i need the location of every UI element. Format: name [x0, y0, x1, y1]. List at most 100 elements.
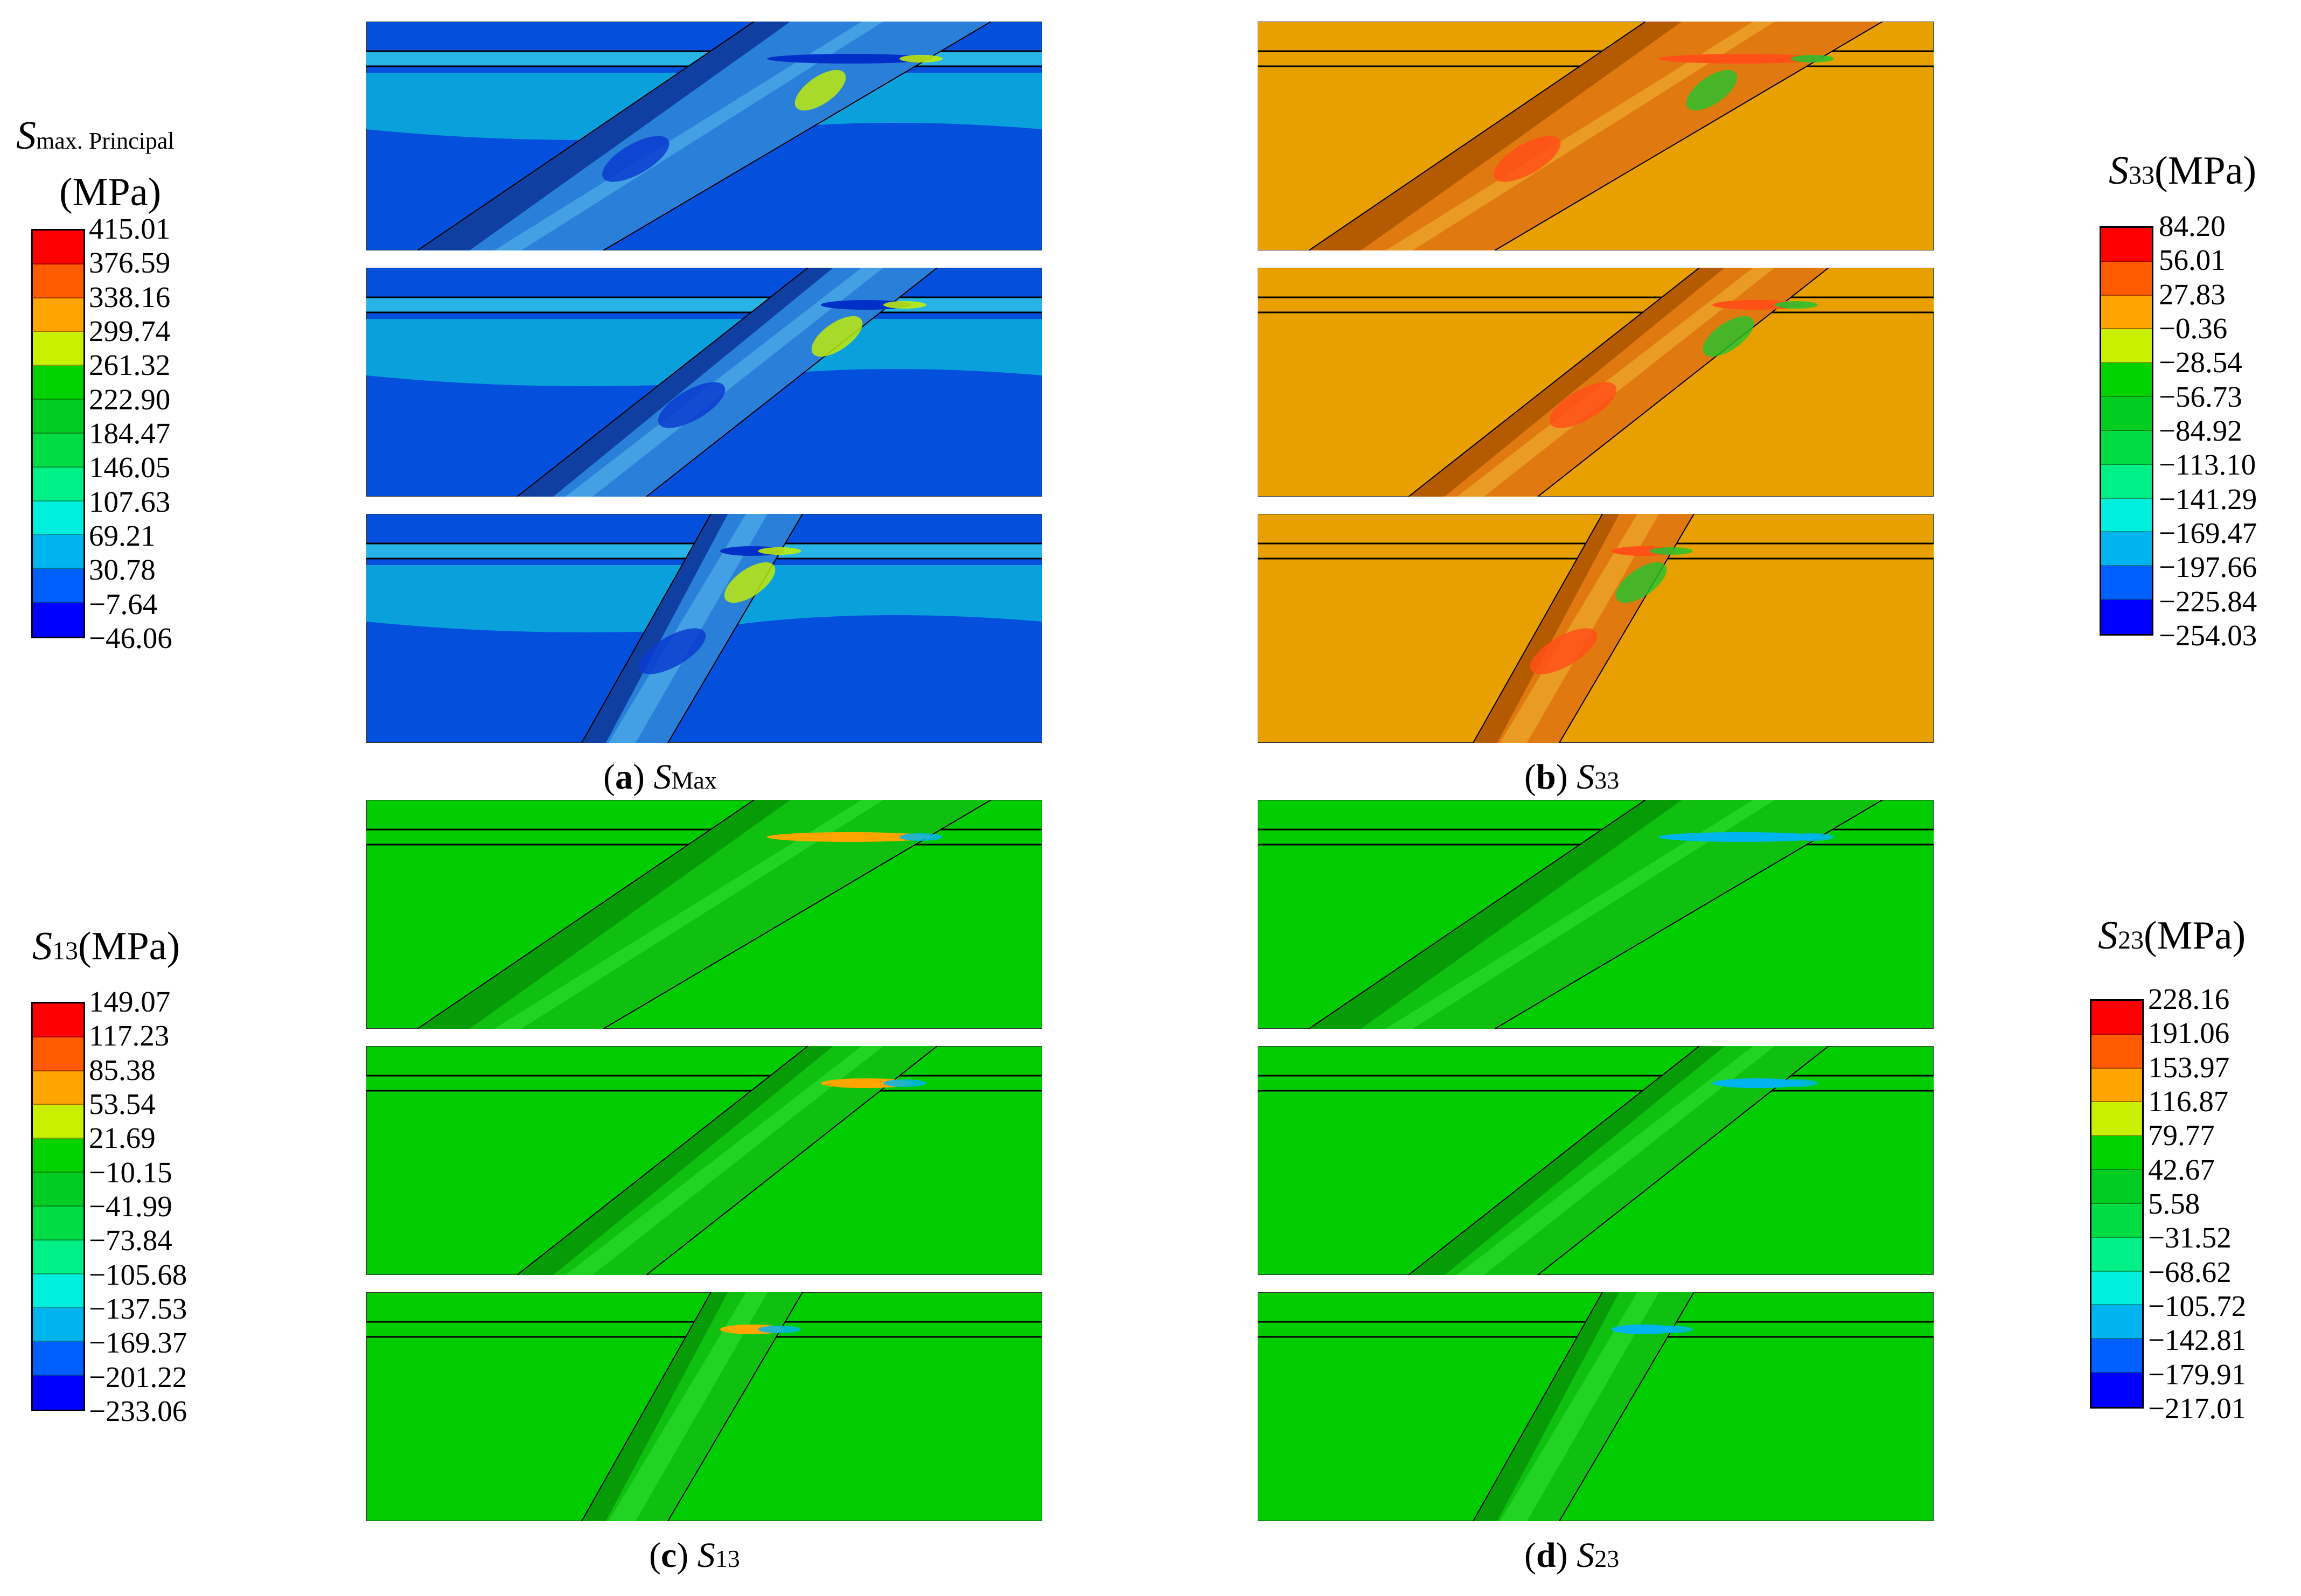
colorbar-swatch	[33, 1240, 83, 1274]
legend-s23-unit: (MPa)	[2144, 914, 2246, 958]
legend-s23-tick: 42.67	[2148, 1153, 2215, 1186]
colorbar-swatch	[33, 433, 83, 468]
legend-s13-tick: −201.22	[89, 1360, 187, 1393]
colorbar-swatch	[33, 1003, 83, 1037]
legend-s13-tick: −233.06	[89, 1395, 187, 1427]
caption-a: (a) SMax	[603, 757, 717, 797]
colorbar-swatch	[33, 1376, 83, 1410]
contour-plot-s23-2	[1258, 1046, 1934, 1275]
contour-plot-s13-2	[366, 1046, 1042, 1275]
legend-s33-tick: −56.73	[2159, 380, 2242, 413]
colorbar-swatch	[2101, 566, 2152, 601]
colorbar-swatch	[33, 1342, 83, 1376]
legend-s33-tick: −84.92	[2159, 414, 2242, 447]
caption-a-letter: a	[615, 757, 633, 797]
caption-b: (b) S33	[1524, 757, 1620, 797]
colorbar-swatch	[33, 1206, 83, 1240]
colorbar-swatch	[2091, 1237, 2142, 1272]
colorbar-swatch	[2101, 295, 2152, 330]
legend-s33-symbol: S	[2109, 149, 2129, 193]
colorbar-swatch	[2091, 1339, 2142, 1374]
legend-smax-tick: 376.59	[89, 246, 171, 280]
colorbar-swatch	[2091, 1136, 2142, 1170]
legend-s23-tick: 191.06	[2148, 1016, 2230, 1050]
caption-d-subscript: 23	[1594, 1545, 1620, 1572]
contour-plot-smax-3	[366, 514, 1042, 743]
legend-s13-tick: −10.15	[89, 1155, 172, 1189]
contour-plot-s13-1	[366, 800, 1042, 1029]
legend-smax-tick: −46.06	[89, 622, 172, 654]
colorbar-s33	[2100, 226, 2153, 636]
caption-b-subscript: 33	[1594, 766, 1620, 794]
legend-s13-tick: −169.37	[89, 1326, 187, 1360]
legend-s13-unit: (MPa)	[78, 924, 180, 968]
colorbar-s13	[31, 1002, 85, 1411]
legend-s13-symbol: S	[32, 924, 52, 968]
contour-plot-s13-3	[366, 1292, 1042, 1521]
legend-s23-symbol: S	[2098, 914, 2118, 958]
colorbar-swatch	[33, 1105, 83, 1139]
colorbar-swatch	[2091, 1102, 2142, 1137]
caption-c-letter: c	[660, 1536, 677, 1575]
legend-s23-tick: −179.91	[2148, 1357, 2247, 1391]
colorbar-swatch	[2101, 363, 2152, 398]
colorbar-s23	[2090, 999, 2144, 1409]
legend-s33-title: S33(MPa)	[2109, 151, 2256, 191]
contour-plot-s23-3	[1258, 1292, 1934, 1521]
legend-s13-title: S13(MPa)	[32, 926, 180, 966]
legend-s33-unit: (MPa)	[2154, 149, 2257, 193]
legend-s23-tick: 116.87	[2148, 1085, 2229, 1118]
legend-s33-tick: −197.66	[2159, 550, 2257, 584]
colorbar-swatch	[33, 569, 83, 603]
legend-s23-tick: 228.16	[2148, 982, 2230, 1015]
legend-s23-tick: −105.72	[2148, 1290, 2247, 1322]
colorbar-swatch	[2101, 430, 2152, 465]
caption-b-letter: b	[1536, 757, 1556, 797]
legend-s33-tick: −141.29	[2159, 482, 2257, 515]
legend-s23-title: S23(MPa)	[2098, 916, 2246, 956]
colorbar-swatch	[33, 400, 83, 434]
colorbar-swatch	[2101, 600, 2152, 634]
colorbar-swatch	[33, 332, 83, 366]
legend-smax-tick: −7.64	[89, 587, 158, 621]
colorbar-swatch	[33, 1173, 83, 1207]
legend-smax-tick: 299.74	[89, 315, 171, 347]
contour-plot-s33-1	[1258, 22, 1934, 250]
legend-smax-tick: 30.78	[89, 553, 156, 587]
legend-smax-tick: 261.32	[89, 349, 171, 382]
colorbar-swatch	[33, 535, 83, 569]
legend-smax-tick: 338.16	[89, 280, 171, 313]
legend-s33-tick: 27.83	[2159, 277, 2226, 311]
colorbar-swatch	[2101, 397, 2152, 431]
legend-s13-tick: −41.99	[89, 1190, 172, 1223]
legend-s13-tick: 85.38	[89, 1053, 156, 1086]
colorbar-swatch	[2091, 1203, 2142, 1238]
colorbar-swatch	[33, 467, 83, 501]
legend-s23-tick: −142.81	[2148, 1323, 2247, 1357]
colorbar-swatch	[2101, 464, 2152, 499]
legend-s33-tick: 84.20	[2159, 210, 2226, 242]
legend-s33-tick: −225.84	[2159, 584, 2257, 618]
colorbar-swatch	[33, 603, 83, 637]
legend-smax-tick: 222.90	[89, 382, 171, 416]
legend-s13-tick: 149.07	[89, 985, 171, 1018]
caption-b-symbol: S	[1577, 757, 1595, 797]
caption-d-symbol: S	[1577, 1536, 1595, 1575]
legend-s23-tick: 153.97	[2148, 1050, 2230, 1084]
legend-smax-tick: 184.47	[89, 417, 171, 450]
colorbar-swatch	[33, 1037, 83, 1071]
caption-a-symbol: S	[653, 757, 672, 797]
caption-d-letter: d	[1536, 1536, 1556, 1575]
legend-s13-tick: 53.54	[89, 1088, 156, 1120]
colorbar-swatch	[33, 1274, 83, 1308]
legend-s13-tick: −73.84	[89, 1224, 172, 1257]
legend-s13-tick: −137.53	[89, 1292, 187, 1325]
legend-s23-tick: 79.77	[2148, 1119, 2215, 1152]
colorbar-swatch	[33, 1071, 83, 1105]
legend-s33-tick: −28.54	[2159, 346, 2242, 379]
caption-a-subscript: Max	[671, 766, 717, 794]
colorbar-swatch	[2091, 1271, 2142, 1306]
legend-smax-title: Smax. Principal	[16, 116, 175, 156]
contour-plot-smax-1	[366, 22, 1042, 250]
colorbar-swatch	[33, 298, 83, 332]
